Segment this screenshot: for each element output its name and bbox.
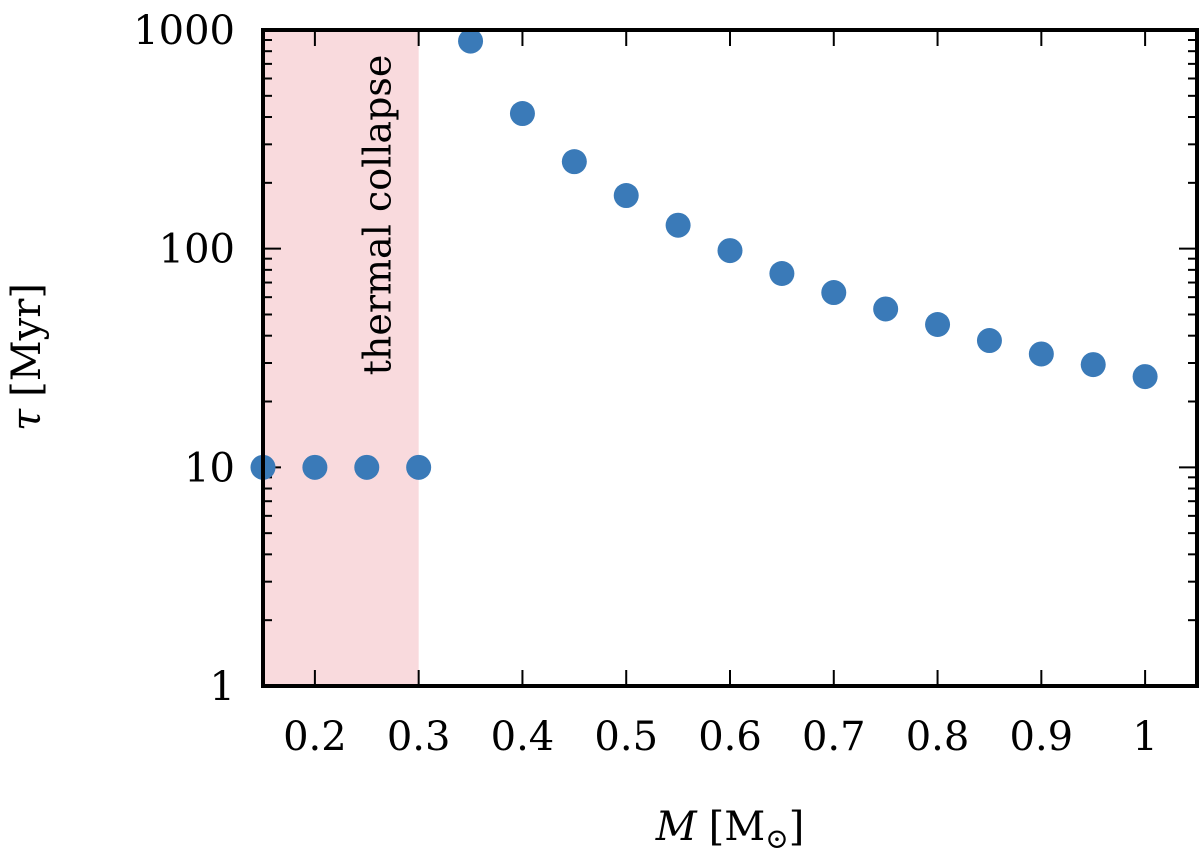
- data-point: [717, 238, 743, 264]
- data-point: [458, 28, 484, 54]
- y-tick-label: 1: [210, 664, 235, 710]
- x-axis-label: M [M⊙]: [655, 804, 805, 855]
- data-point: [769, 260, 795, 286]
- x-tick-label: 0.9: [1010, 714, 1074, 760]
- y-ticks: 1 10 100 1000: [133, 8, 1197, 710]
- data-points: [250, 28, 1158, 480]
- data-point: [873, 296, 899, 322]
- x-ticks: 0.2 0.3 0.4 0.5 0.6 0.7 0.8 0.9 1: [283, 30, 1158, 760]
- x-tick-label: 1: [1132, 714, 1157, 760]
- shaded-region: [263, 30, 419, 686]
- x-axis-unit-close: ]: [789, 804, 805, 850]
- data-point: [1132, 364, 1158, 390]
- data-point: [1080, 352, 1106, 378]
- plot-frame: [261, 28, 1199, 688]
- data-point: [354, 454, 380, 480]
- y-tick-label: 1000: [133, 8, 235, 54]
- shaded-region-label: thermal collapse: [355, 55, 399, 376]
- data-point: [665, 212, 691, 238]
- y-axis-symbol: τ: [4, 408, 50, 431]
- x-tick-label: 0.3: [387, 714, 451, 760]
- y-axis-unit: [Myr]: [4, 283, 50, 397]
- y-tick-label: 100: [159, 227, 235, 273]
- x-tick-label: 0.7: [802, 714, 866, 760]
- data-point: [821, 280, 847, 306]
- data-point: [925, 311, 951, 337]
- x-axis-unit: [M: [709, 804, 766, 850]
- data-point: [613, 183, 639, 209]
- x-tick-label: 0.5: [594, 714, 658, 760]
- data-point: [509, 101, 535, 127]
- x-axis-symbol: M: [655, 804, 698, 850]
- data-point: [302, 454, 328, 480]
- data-point: [1028, 341, 1054, 367]
- x-tick-label: 0.2: [283, 714, 347, 760]
- data-point: [976, 328, 1002, 354]
- data-point: [561, 149, 587, 175]
- y-axis-label: τ [Myr]: [4, 283, 50, 431]
- data-point: [406, 454, 432, 480]
- x-tick-label: 0.6: [698, 714, 762, 760]
- x-tick-label: 0.8: [906, 714, 970, 760]
- y-tick-label: 10: [184, 445, 235, 491]
- x-axis-unit-sub: ⊙: [765, 822, 788, 855]
- x-tick-label: 0.4: [491, 714, 555, 760]
